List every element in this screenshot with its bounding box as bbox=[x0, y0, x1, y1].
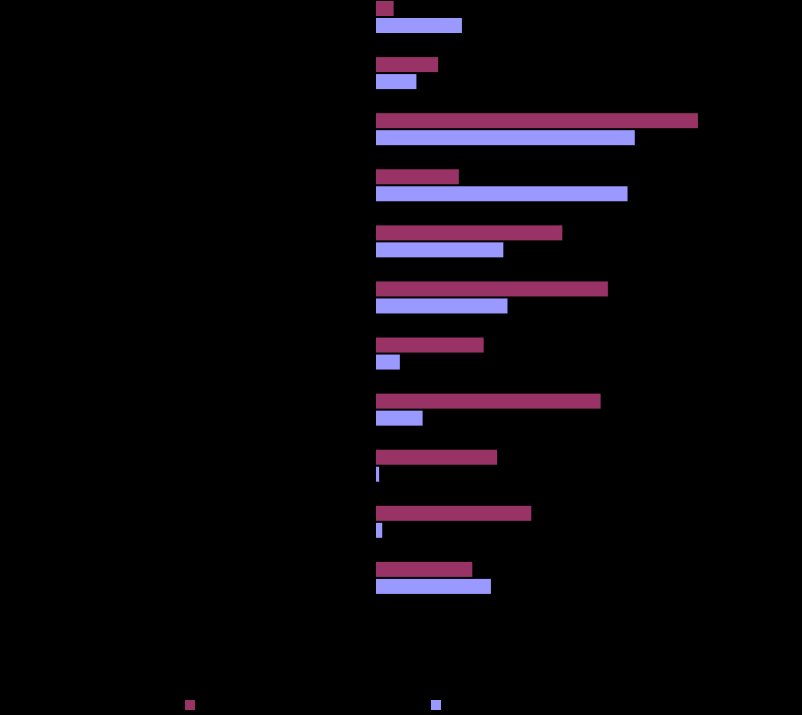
legend bbox=[185, 700, 441, 710]
bar-series-1-category-3 bbox=[376, 113, 698, 129]
bar-series-1-category-1 bbox=[376, 1, 394, 16]
bar-series-2-category-1 bbox=[376, 18, 462, 33]
bar-series-1-category-7 bbox=[376, 337, 484, 353]
bar-series-1-category-9 bbox=[376, 449, 498, 465]
axes bbox=[374, 617, 790, 622]
bars bbox=[376, 1, 698, 594]
bar-series-1-category-5 bbox=[376, 225, 563, 241]
bar-series-2-category-10 bbox=[376, 522, 383, 538]
bar-series-2-category-4 bbox=[376, 186, 628, 202]
bar-series-2-category-2 bbox=[376, 74, 417, 90]
bar-series-2-category-9 bbox=[376, 466, 380, 482]
bar-series-1-category-8 bbox=[376, 393, 601, 409]
bar-series-2-category-6 bbox=[376, 298, 508, 314]
legend-swatch-series-2 bbox=[431, 700, 441, 710]
bar-series-1-category-10 bbox=[376, 505, 532, 521]
plot-area bbox=[374, 0, 790, 622]
bar-series-1-category-6 bbox=[376, 281, 608, 297]
legend-swatch-series-1 bbox=[185, 700, 195, 710]
bar-series-2-category-3 bbox=[376, 130, 635, 146]
bar-series-1-category-4 bbox=[376, 169, 459, 185]
bar-series-2-category-7 bbox=[376, 354, 400, 370]
bar-series-2-category-11 bbox=[376, 578, 491, 594]
bar-series-2-category-5 bbox=[376, 242, 504, 258]
bar-series-1-category-2 bbox=[376, 57, 439, 73]
bar-series-2-category-8 bbox=[376, 410, 423, 426]
bar-series-1-category-11 bbox=[376, 561, 473, 577]
